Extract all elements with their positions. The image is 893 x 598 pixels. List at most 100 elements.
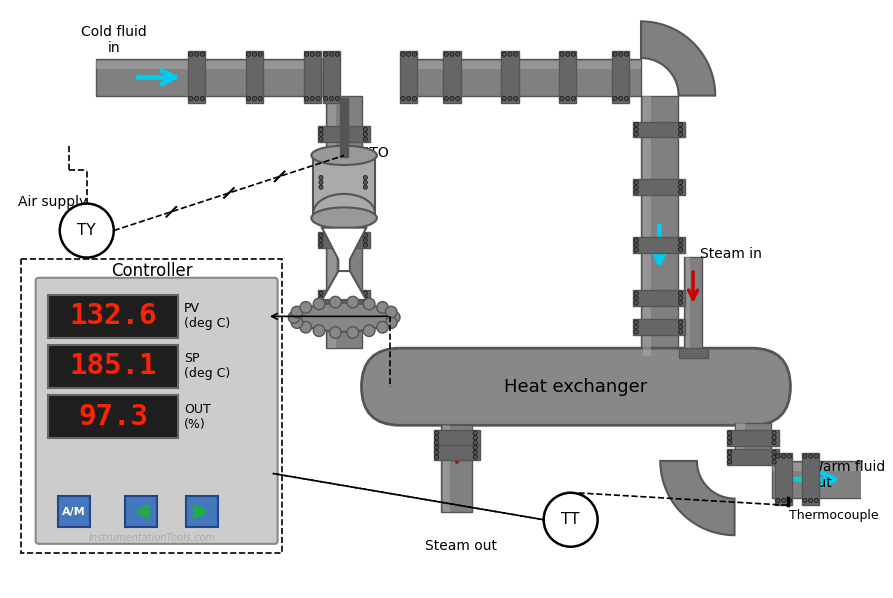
- Circle shape: [200, 96, 204, 100]
- Circle shape: [781, 498, 786, 502]
- Text: Cold fluid
in: Cold fluid in: [81, 25, 146, 55]
- Circle shape: [679, 320, 682, 324]
- Circle shape: [363, 238, 367, 242]
- Circle shape: [772, 441, 776, 445]
- Circle shape: [619, 96, 623, 100]
- Circle shape: [300, 322, 312, 333]
- Bar: [434, 430, 480, 446]
- Bar: [737, 423, 745, 464]
- Circle shape: [803, 454, 807, 458]
- Circle shape: [363, 233, 367, 237]
- Bar: [633, 237, 685, 253]
- Text: Thermocouple: Thermocouple: [789, 509, 879, 522]
- Circle shape: [679, 248, 682, 252]
- Circle shape: [444, 52, 448, 56]
- Circle shape: [634, 238, 638, 242]
- Circle shape: [413, 52, 417, 56]
- Circle shape: [728, 460, 732, 464]
- Circle shape: [634, 180, 638, 185]
- Circle shape: [776, 454, 780, 458]
- Circle shape: [679, 325, 682, 329]
- Bar: [444, 425, 450, 512]
- Circle shape: [363, 243, 367, 247]
- Text: Air supply: Air supply: [19, 194, 88, 209]
- Bar: [727, 449, 779, 465]
- Circle shape: [450, 52, 455, 56]
- Circle shape: [319, 132, 323, 136]
- Circle shape: [253, 52, 256, 56]
- Circle shape: [363, 296, 367, 300]
- Circle shape: [300, 301, 312, 313]
- Circle shape: [634, 329, 638, 334]
- Polygon shape: [322, 228, 366, 271]
- Bar: [188, 51, 205, 103]
- Text: TT: TT: [562, 512, 580, 527]
- Circle shape: [319, 233, 323, 237]
- Circle shape: [728, 455, 732, 459]
- Bar: [735, 423, 772, 464]
- Circle shape: [808, 498, 813, 502]
- Circle shape: [679, 301, 682, 305]
- Circle shape: [195, 52, 199, 56]
- Circle shape: [473, 431, 478, 435]
- Circle shape: [195, 96, 199, 100]
- Bar: [687, 257, 690, 353]
- Circle shape: [634, 243, 638, 247]
- Circle shape: [565, 96, 570, 100]
- Circle shape: [679, 123, 682, 127]
- Circle shape: [377, 322, 388, 333]
- Text: OUT
(%): OUT (%): [184, 402, 211, 431]
- Circle shape: [634, 123, 638, 127]
- FancyBboxPatch shape: [362, 348, 790, 425]
- Bar: [434, 444, 480, 460]
- Circle shape: [258, 52, 263, 56]
- Circle shape: [473, 455, 478, 459]
- Circle shape: [305, 96, 309, 100]
- Circle shape: [313, 325, 325, 337]
- Circle shape: [565, 52, 570, 56]
- Circle shape: [634, 185, 638, 190]
- Circle shape: [319, 137, 323, 141]
- Text: 97.3: 97.3: [79, 402, 148, 431]
- Circle shape: [435, 431, 438, 435]
- Circle shape: [319, 238, 323, 242]
- Circle shape: [808, 454, 813, 458]
- Circle shape: [347, 327, 359, 338]
- Circle shape: [319, 301, 323, 305]
- Circle shape: [814, 454, 819, 458]
- Circle shape: [679, 243, 682, 247]
- Circle shape: [188, 96, 193, 100]
- Circle shape: [335, 52, 339, 56]
- Circle shape: [634, 296, 638, 300]
- Circle shape: [363, 132, 367, 136]
- Circle shape: [316, 52, 321, 56]
- Circle shape: [386, 317, 397, 328]
- Text: A/M: A/M: [62, 507, 86, 517]
- Circle shape: [319, 291, 323, 295]
- Ellipse shape: [312, 208, 377, 228]
- Circle shape: [679, 180, 682, 185]
- Circle shape: [323, 96, 328, 100]
- Text: Controller: Controller: [111, 262, 193, 280]
- Bar: [318, 290, 371, 306]
- Text: InstrumentationTools.com: InstrumentationTools.com: [88, 533, 215, 543]
- Circle shape: [624, 96, 629, 100]
- Circle shape: [772, 431, 776, 435]
- Text: 132.6: 132.6: [70, 303, 157, 330]
- Circle shape: [406, 52, 411, 56]
- Circle shape: [377, 301, 388, 313]
- Text: Steam out: Steam out: [425, 539, 497, 553]
- Circle shape: [258, 96, 263, 100]
- Bar: [727, 430, 779, 446]
- Circle shape: [313, 298, 325, 310]
- Circle shape: [679, 291, 682, 295]
- Circle shape: [435, 441, 438, 445]
- Bar: [772, 461, 893, 498]
- Bar: [633, 319, 685, 335]
- Text: 185.1: 185.1: [70, 352, 157, 380]
- Circle shape: [634, 190, 638, 194]
- Bar: [444, 51, 461, 103]
- Circle shape: [319, 127, 323, 132]
- Circle shape: [679, 185, 682, 190]
- Circle shape: [413, 96, 417, 100]
